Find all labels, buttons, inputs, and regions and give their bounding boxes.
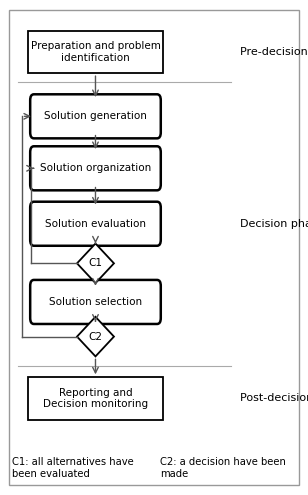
Text: Solution evaluation: Solution evaluation: [45, 219, 146, 229]
Text: C1: all alternatives have
been evaluated: C1: all alternatives have been evaluated: [12, 457, 134, 479]
FancyBboxPatch shape: [30, 280, 161, 324]
Text: Preparation and problem
identification: Preparation and problem identification: [30, 41, 160, 63]
FancyBboxPatch shape: [30, 147, 161, 190]
Text: Reporting and
Decision monitoring: Reporting and Decision monitoring: [43, 388, 148, 409]
Polygon shape: [77, 244, 114, 283]
FancyBboxPatch shape: [30, 202, 161, 246]
Text: Decision phase: Decision phase: [240, 219, 308, 229]
Text: Solution organization: Solution organization: [40, 163, 151, 173]
Text: C2: C2: [88, 332, 103, 342]
Text: Post-decision phase: Post-decision phase: [240, 394, 308, 403]
FancyBboxPatch shape: [28, 31, 163, 73]
FancyBboxPatch shape: [28, 377, 163, 420]
Text: C2: a decision have been
made: C2: a decision have been made: [160, 457, 286, 479]
Text: Solution selection: Solution selection: [49, 297, 142, 307]
Polygon shape: [77, 317, 114, 356]
FancyBboxPatch shape: [30, 94, 161, 138]
Text: C1: C1: [88, 258, 103, 268]
Text: Pre-decision phase: Pre-decision phase: [240, 47, 308, 57]
FancyBboxPatch shape: [9, 10, 299, 485]
Text: Solution generation: Solution generation: [44, 111, 147, 121]
